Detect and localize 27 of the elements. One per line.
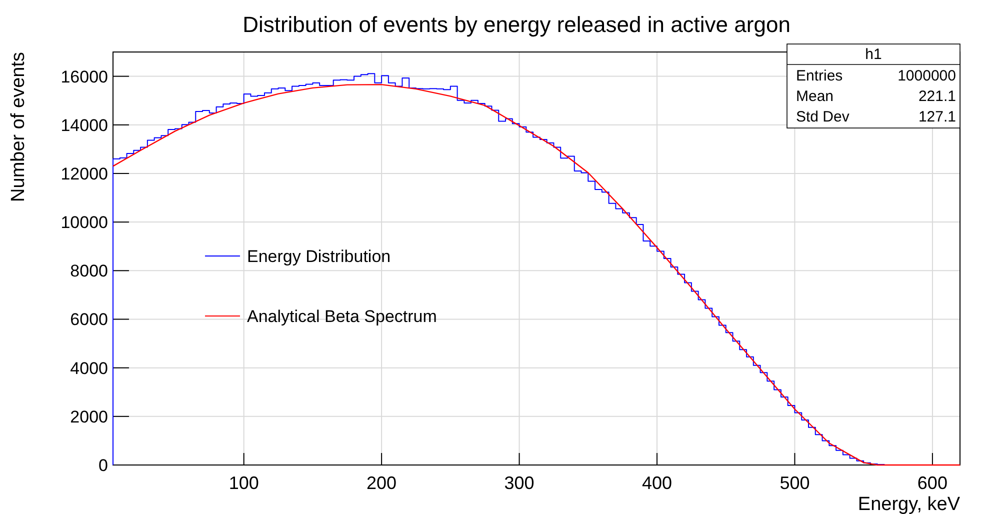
y-tick-label: 16000 bbox=[60, 67, 108, 86]
legend-label: Energy Distribution bbox=[247, 247, 391, 266]
y-tick-label: 12000 bbox=[60, 164, 108, 184]
annotation: Mean bbox=[796, 88, 834, 105]
annotation: 1000000 bbox=[898, 68, 956, 84]
x-tick-label: 100 bbox=[228, 473, 259, 493]
annotation: Entries bbox=[796, 68, 843, 84]
annotation: 127.1 bbox=[918, 108, 956, 126]
x-tick-label: 500 bbox=[780, 473, 810, 493]
y-tick-label: 4000 bbox=[70, 358, 108, 378]
legend-label: Analytical Beta Spectrum bbox=[247, 307, 437, 326]
x-axis-title: Energy, keV bbox=[858, 494, 960, 514]
y-tick-label: 0 bbox=[98, 456, 108, 475]
y-tick-label: 6000 bbox=[70, 310, 108, 330]
y-tick-label: 8000 bbox=[70, 262, 108, 281]
y-axis-title: Number of events bbox=[8, 52, 29, 202]
annotation: Std Dev bbox=[796, 108, 850, 126]
y-tick-label: 2000 bbox=[70, 407, 108, 426]
x-tick-label: 400 bbox=[642, 473, 672, 493]
y-tick-label: 10000 bbox=[60, 213, 108, 232]
annotation: 221.1 bbox=[918, 88, 956, 105]
annotation: h1 bbox=[865, 46, 882, 63]
x-tick-label: 300 bbox=[504, 473, 534, 493]
x-tick-label: 600 bbox=[917, 473, 948, 493]
x-tick-label: 200 bbox=[366, 473, 397, 493]
chart-title: Distribution of events by energy released in active argon bbox=[242, 12, 790, 37]
y-tick-label: 14000 bbox=[60, 116, 108, 135]
